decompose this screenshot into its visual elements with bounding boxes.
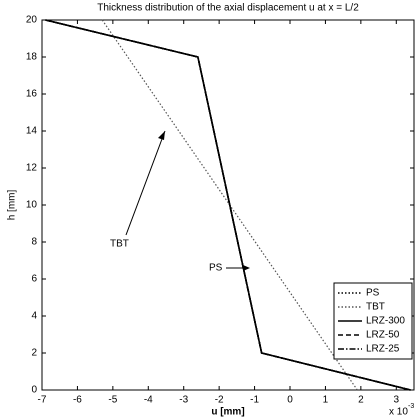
y-tick-label: 2 [31, 348, 37, 359]
x-tick-label: 2 [358, 395, 364, 406]
x-multiplier: x 10 [389, 407, 408, 418]
x-tick-label: -1 [250, 395, 259, 406]
legend-label: LRZ-25 [366, 344, 400, 355]
y-tick-label: 14 [26, 126, 38, 137]
y-tick-label: 12 [26, 163, 38, 174]
x-tick-label: 3 [394, 395, 400, 406]
arrow-head [243, 265, 250, 271]
y-axis-label: h [mm] [7, 190, 18, 221]
legend-label: LRZ-50 [366, 330, 400, 341]
x-axis-label: u [mm] [211, 407, 244, 418]
legend-label: TBT [366, 302, 385, 313]
x-tick-label: 0 [287, 395, 293, 406]
annotation-arrow [125, 130, 166, 236]
arrow-head [158, 131, 165, 140]
y-tick-label: 4 [31, 311, 37, 322]
x-exponent: -3 [408, 403, 414, 410]
x-tick-label: -7 [38, 395, 47, 406]
series-line [45, 19, 411, 391]
y-tick-label: 18 [26, 52, 38, 63]
x-tick-label: 1 [323, 395, 329, 406]
chart-title: Thickness distribution of the axial disp… [97, 3, 359, 14]
y-tick-label: 20 [26, 15, 38, 26]
y-tick-label: 8 [31, 237, 37, 248]
legend-label: PS [366, 288, 380, 299]
x-tick-label: -6 [73, 395, 82, 406]
y-tick-label: 6 [31, 274, 37, 285]
x-tick-label: -4 [144, 395, 153, 406]
y-tick-label: 16 [26, 89, 38, 100]
annotation: TBT [110, 239, 129, 250]
x-tick-label: -5 [108, 395, 117, 406]
y-tick-label: 0 [31, 385, 37, 396]
legend-label: LRZ-300 [366, 316, 405, 327]
x-tick-label: -2 [215, 395, 224, 406]
y-tick-label: 10 [26, 200, 38, 211]
annotation: PS [209, 263, 223, 274]
x-tick-label: -3 [179, 395, 188, 406]
